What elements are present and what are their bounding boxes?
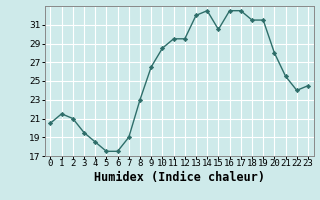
X-axis label: Humidex (Indice chaleur): Humidex (Indice chaleur): [94, 171, 265, 184]
